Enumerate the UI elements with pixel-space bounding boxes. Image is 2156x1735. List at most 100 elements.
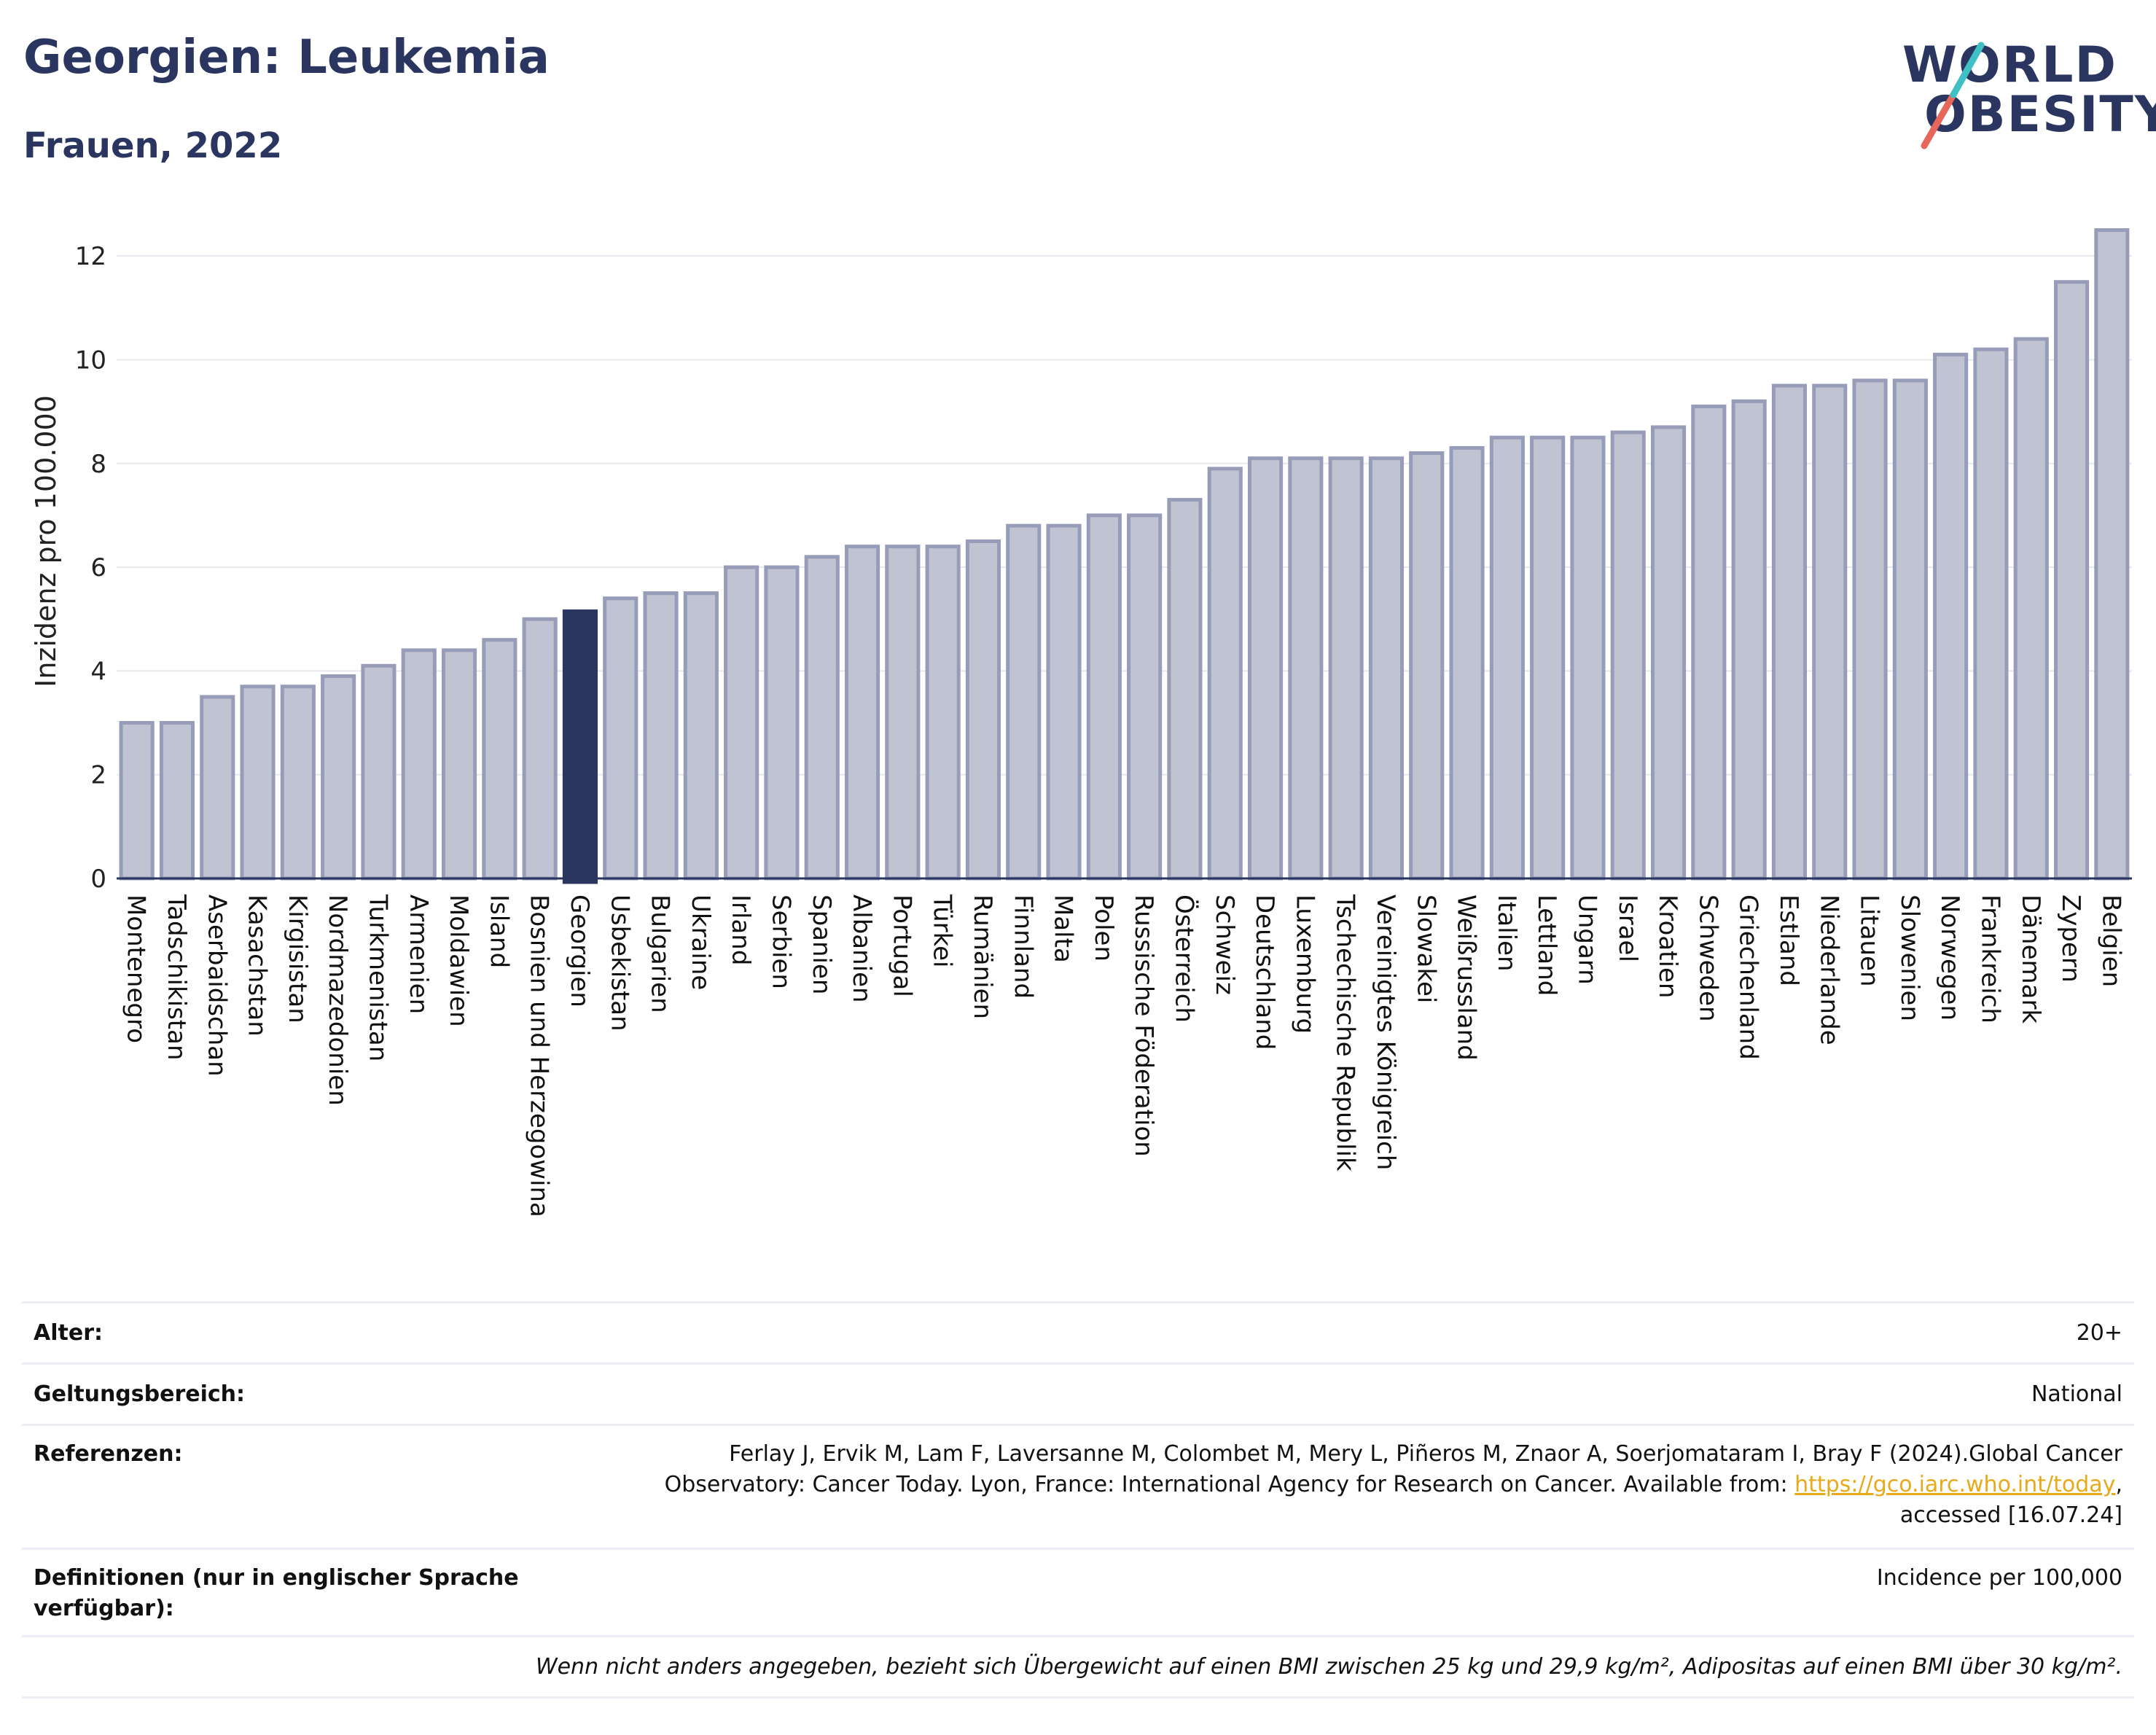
ref-label: Referenzen: <box>34 1441 183 1467</box>
x-tick-label: Kasachstan <box>243 894 272 1037</box>
x-tick-label: Estland <box>1774 894 1803 986</box>
x-tick-label: Irland <box>726 894 755 965</box>
x-tick-label: Schweden <box>1693 894 1722 1022</box>
bar <box>1328 456 1364 881</box>
bar-chart: 0 2 4 6 8 10 12 Inzidenz pro 100.000 Montenegro T… <box>30 228 2132 1217</box>
x-tick-label: Turkmenistan <box>363 894 392 1061</box>
bar <box>1892 378 1928 881</box>
bar <box>240 685 276 881</box>
bar <box>1207 467 1243 881</box>
info-row-references: Referenzen: Ferlay J, Ervik M, Lam F, La… <box>22 1424 2134 1550</box>
bar <box>1409 451 1445 881</box>
x-tick-label: Italien <box>1492 894 1521 972</box>
bar <box>724 565 759 881</box>
x-tick-label: Ukraine <box>686 894 715 990</box>
bar <box>482 638 517 881</box>
ref-link[interactable]: https://gco.iarc.who.int/today <box>1794 1472 2116 1497</box>
info-row-age: Alter: 20+ <box>22 1301 2134 1365</box>
ref-line2-text: Observatory: Cancer Today. Lyon, France:… <box>664 1472 1795 1497</box>
x-tick-label: Kirgisistan <box>283 894 312 1024</box>
ref-line3: accessed [16.07.24] <box>1899 1502 2122 1528</box>
x-tick-label: Griechenland <box>1734 894 1763 1060</box>
ref-value: Ferlay J, Ervik M, Lam F, Laversanne M, … <box>592 1439 2122 1531</box>
x-tick-label: Niederlande <box>1814 894 1843 1045</box>
bar <box>1167 498 1203 881</box>
x-tick-label: Usbekistan <box>605 894 634 1032</box>
bar <box>1933 352 1969 881</box>
bar <box>321 674 356 881</box>
x-tick-label: Norwegen <box>1935 894 1964 1021</box>
info-bottom-divider <box>22 1696 2134 1699</box>
bar <box>1449 445 1485 881</box>
bar <box>844 545 880 881</box>
bar <box>1086 513 1122 881</box>
bar <box>1570 435 1606 881</box>
x-tick-label: Armenien <box>404 894 433 1014</box>
def-value: Incidence per 100,000 <box>1876 1565 2122 1591</box>
bar <box>562 609 598 884</box>
x-tick-label: Slowakei <box>1411 894 1440 1003</box>
x-tick-label: Kroatien <box>1653 894 1682 998</box>
bar <box>1771 383 1808 881</box>
bar <box>1288 456 1324 881</box>
bar <box>361 663 397 881</box>
y-tick-label: 12 <box>75 242 106 271</box>
x-tick-label: Weißrussland <box>1452 894 1481 1061</box>
bar <box>1852 378 1888 881</box>
world-obesity-logo: WORLD OBESITY <box>1902 22 2156 153</box>
bar <box>885 545 921 881</box>
bar <box>1812 383 1848 881</box>
bar <box>1368 456 1405 881</box>
bar <box>119 721 155 881</box>
ref-line1: Ferlay J, Ervik M, Lam F, Laversanne M, … <box>729 1441 2122 1467</box>
bar <box>2013 337 2049 881</box>
x-tick-label: Dänemark <box>2016 894 2045 1024</box>
y-tick-label: 4 <box>90 657 106 686</box>
bar <box>2053 280 2090 881</box>
y-tick-label: 8 <box>90 450 106 479</box>
bar <box>1489 435 1525 881</box>
bar <box>1650 425 1687 881</box>
bar <box>441 648 477 881</box>
bar <box>280 685 316 881</box>
page-subtitle: Frauen, 2022 <box>23 125 283 166</box>
x-tick-label: Portugal <box>887 894 916 997</box>
x-tick-label: Georgien <box>565 894 594 1007</box>
x-tick-label: Belgien <box>2096 894 2125 987</box>
def-label: Definitionen (nur in englischer Sprache … <box>34 1565 519 1621</box>
bar <box>2094 228 2130 881</box>
bar <box>764 565 800 881</box>
bar <box>159 721 195 881</box>
x-tick-label: Serbien <box>766 894 795 989</box>
bar <box>925 545 961 881</box>
bar <box>1127 513 1163 881</box>
scope-value: National <box>2031 1381 2122 1407</box>
info-row-scope: Geltungsbereich: National <box>22 1362 2134 1426</box>
age-label: Alter: <box>34 1320 103 1346</box>
x-tick-label: Rumänien <box>968 894 997 1019</box>
x-tick-label: Schweiz <box>1210 894 1239 995</box>
x-tick-label: Nordmazedonien <box>323 894 352 1106</box>
x-tick-label: Österreich <box>1169 894 1199 1023</box>
x-tick-label: Slowenien <box>1895 894 1924 1021</box>
ref-line2: Observatory: Cancer Today. Lyon, France:… <box>592 1470 2122 1500</box>
bar <box>683 591 719 881</box>
bar <box>522 617 558 881</box>
bar <box>603 596 638 881</box>
x-tick-label: Deutschland <box>1250 894 1279 1050</box>
x-tick-label: Albanien <box>847 894 876 1003</box>
page-title: Georgien: Leukemia <box>23 31 550 85</box>
bar <box>1731 399 1767 881</box>
ref-line2-comma: , <box>2115 1472 2122 1497</box>
x-tick-label: Tadschikistan <box>162 894 191 1061</box>
bar <box>1610 430 1646 881</box>
y-axis-label: Inzidenz pro 100.000 <box>30 395 62 687</box>
bar <box>965 539 1001 881</box>
info-row-note: Wenn nicht anders angegeben, bezieht sic… <box>22 1635 2134 1699</box>
x-tick-label: Frankreich <box>1975 894 2004 1024</box>
x-tick-label: Island <box>484 894 513 968</box>
scope-label: Geltungsbereich: <box>34 1381 246 1407</box>
x-tick-label: Finnland <box>1008 894 1037 999</box>
bar <box>1006 523 1042 881</box>
logo-line1: WORLD <box>1902 36 2117 94</box>
